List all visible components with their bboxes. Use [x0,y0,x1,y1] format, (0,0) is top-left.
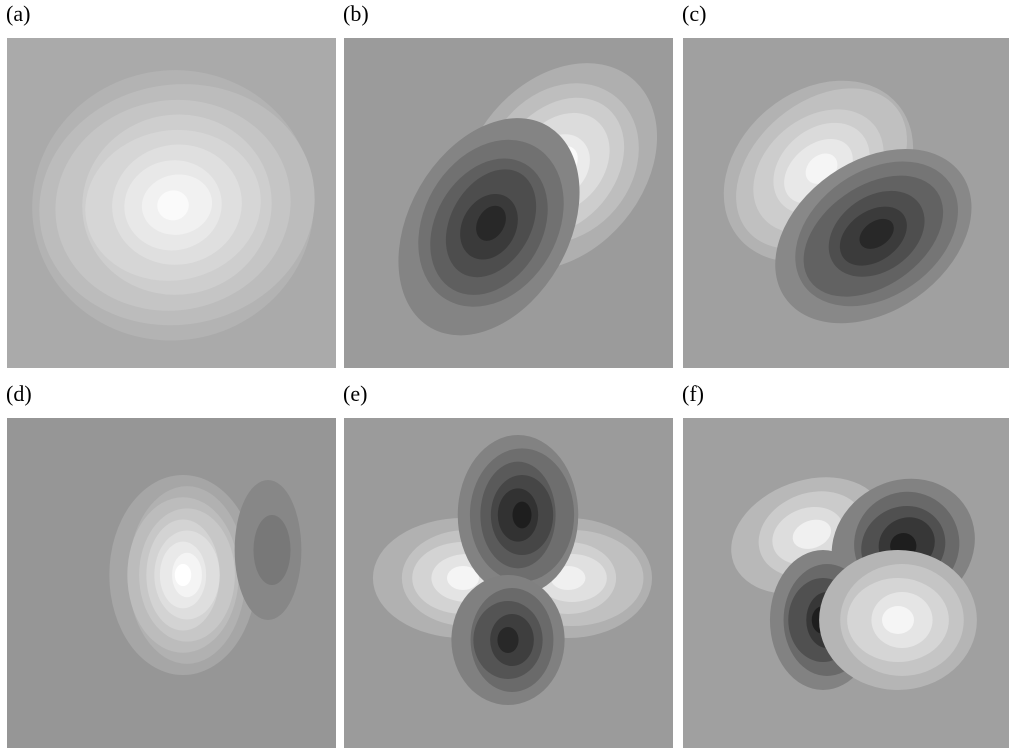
contour-plot [344,418,673,748]
contour-level [859,218,894,249]
contour-level [157,190,189,221]
panel-label: (b) [343,1,369,26]
contour-plot [683,38,1009,368]
contour-plot [7,418,336,748]
contour-level [476,205,506,241]
contour-level [881,606,915,634]
panel-label: (c) [682,1,706,26]
contour-level [447,566,479,590]
panel-label: (e) [343,381,367,406]
contour-plot [683,418,1009,748]
panel-label: (f) [682,381,704,406]
contour-plot [7,38,336,368]
contour-level [253,515,291,585]
contour-plot [344,38,673,368]
contour-level [512,501,532,529]
panel-label: (d) [6,381,32,406]
contour-level [174,563,192,587]
contour-level [792,519,832,549]
panel-label: (a) [6,1,30,26]
contour-level [497,627,519,653]
